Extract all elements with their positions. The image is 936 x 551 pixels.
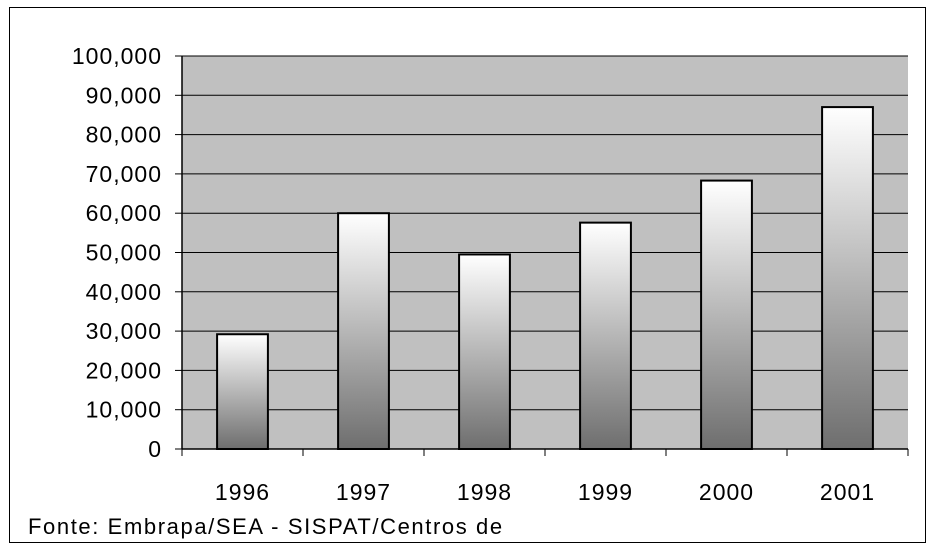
x-tick-label: 1997: [336, 479, 391, 505]
bar-1997: [337, 212, 390, 450]
y-tick-label: 70,000: [86, 161, 162, 187]
x-tick-label: 2001: [820, 479, 875, 505]
x-tick-label: 2000: [699, 479, 754, 505]
source-note: Fonte: Embrapa/SEA - SISPAT/Centros de: [28, 514, 504, 539]
y-tick-label: 100,000: [72, 43, 162, 69]
y-tick-label: 0: [148, 436, 162, 462]
y-tick-label: 40,000: [86, 279, 162, 305]
y-tick-label: 50,000: [86, 240, 162, 266]
x-tick-labels: 1996 1997 1998 1999 2000 2001: [215, 479, 875, 505]
bar-2001: [821, 106, 874, 450]
bar-1999: [579, 221, 632, 450]
y-tick-label: 20,000: [86, 357, 162, 383]
bar-1998: [458, 253, 511, 450]
axes: [175, 55, 909, 456]
y-tick-label: 30,000: [86, 318, 162, 344]
x-tick-label: 1996: [215, 479, 270, 505]
y-tick-labels: 0 10,000 20,000 30,000 40,000 50,000 60,000 70,…: [72, 43, 162, 462]
bar-2000: [700, 179, 753, 450]
y-tick-label: 90,000: [86, 82, 162, 108]
bar-1996: [216, 333, 269, 450]
y-tick-label: 10,000: [86, 397, 162, 423]
x-tick-label: 1998: [457, 479, 512, 505]
gridlines: [182, 55, 908, 411]
y-tick-label: 60,000: [86, 200, 162, 226]
x-tick-label: 1999: [578, 479, 633, 505]
y-tick-label: 80,000: [86, 122, 162, 148]
